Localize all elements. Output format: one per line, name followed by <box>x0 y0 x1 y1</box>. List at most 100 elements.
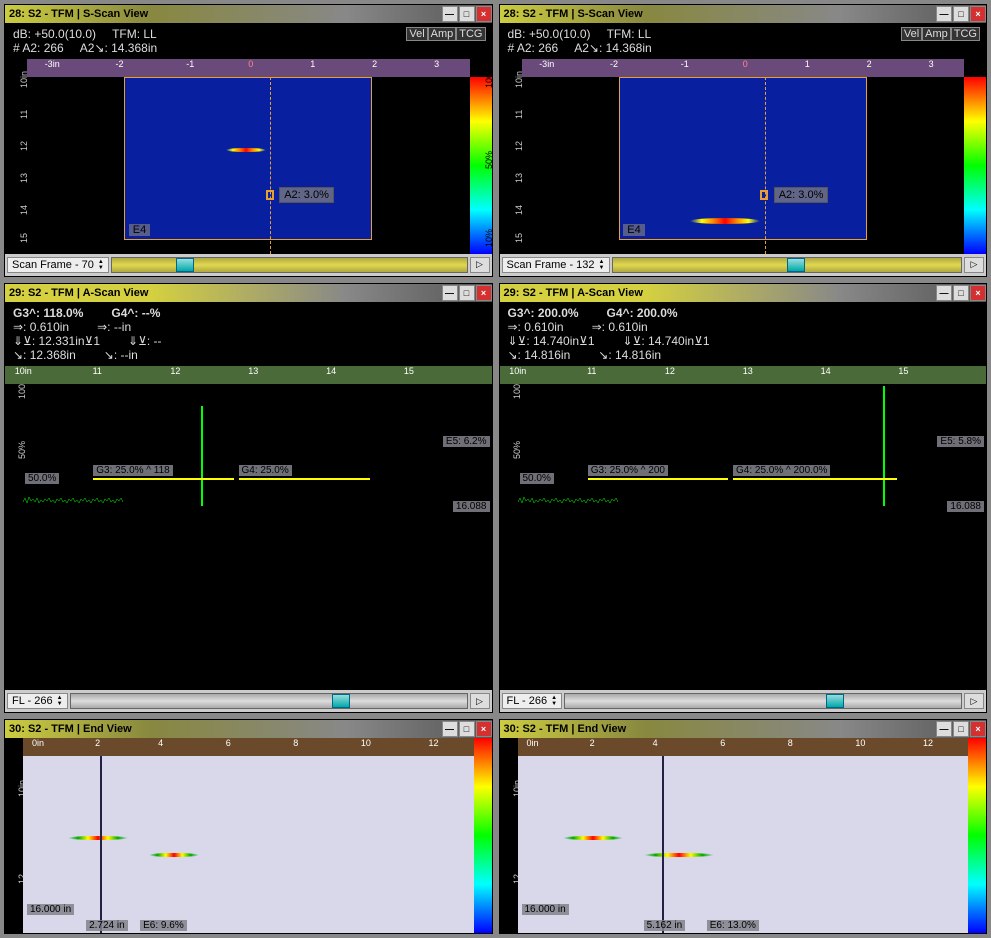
minimize-icon[interactable]: — <box>936 721 952 737</box>
g3-value: G3^: 200.0% <box>508 306 579 320</box>
end-hruler: 0in24681012 <box>23 738 474 756</box>
tcg-toggle[interactable]: TCG <box>456 27 485 41</box>
title: 28: S2 - TFM | S-Scan View <box>9 8 148 20</box>
close-icon[interactable]: × <box>476 6 492 22</box>
scan-frame-stepper[interactable]: Scan Frame - 132▲▼ <box>502 257 610 273</box>
gate-g4-line[interactable] <box>733 478 897 480</box>
sscan-plot[interactable]: A2: 3.0% E4 <box>27 77 470 254</box>
close-icon[interactable]: × <box>476 285 492 301</box>
fl-stepper[interactable]: FL - 266▲▼ <box>502 693 563 709</box>
fl-slider[interactable] <box>564 693 962 709</box>
end-vruler: 10in12 <box>500 738 518 933</box>
fl-slider-row: FL - 266▲▼ ▷ <box>500 690 987 712</box>
maximize-icon[interactable]: □ <box>953 285 969 301</box>
slider-thumb[interactable] <box>176 258 194 272</box>
g4-x: ⇒: --in <box>97 320 131 334</box>
slider-thumb[interactable] <box>826 694 844 708</box>
close-icon[interactable]: × <box>970 285 986 301</box>
g3-path: ↘: 14.816in <box>508 348 571 362</box>
g3-x: ⇒: 0.610in <box>13 320 69 334</box>
colorbar: 100%50%10% <box>470 77 492 254</box>
minimize-icon[interactable]: — <box>442 6 458 22</box>
v-ruler-left: 10in1112131415 <box>5 77 27 254</box>
end-x-label: 16.088 <box>453 501 490 512</box>
scan-frame-stepper[interactable]: Scan Frame - 70▲▼ <box>7 257 109 273</box>
end-vruler: 10in12 <box>5 738 23 933</box>
end-hruler: 0in24681012 <box>518 738 969 756</box>
minimize-icon[interactable]: — <box>936 285 952 301</box>
titlebar[interactable]: 30: S2 - TFM | End View—□× <box>500 720 987 738</box>
gate-g4-line[interactable] <box>239 478 370 480</box>
amp-toggle[interactable]: Amp <box>922 27 951 41</box>
tcg-toggle[interactable]: TCG <box>951 27 980 41</box>
g4-gate-label: G4: 25.0% ^ 200.0% <box>733 465 830 476</box>
gate-g3-line[interactable] <box>93 478 234 480</box>
maximize-icon[interactable]: □ <box>459 285 475 301</box>
end-panel-right: 30: S2 - TFM | End View—□× 10in12 0in246… <box>499 719 988 934</box>
close-icon[interactable]: × <box>970 6 986 22</box>
g4-depth: ⇓⊻: 14.740in⊻1 <box>623 334 710 348</box>
end-colorbar <box>474 738 492 933</box>
titlebar[interactable]: 29: S2 - TFM | A-Scan View—□× <box>5 284 492 302</box>
titlebar[interactable]: 29: S2 - TFM | A-Scan View—□× <box>500 284 987 302</box>
play-button[interactable]: ▷ <box>470 693 490 709</box>
maximize-icon[interactable]: □ <box>459 721 475 737</box>
maximize-icon[interactable]: □ <box>953 6 969 22</box>
vel-toggle[interactable]: Vel <box>406 27 427 41</box>
slider-thumb[interactable] <box>787 258 805 272</box>
sscan-panel-right: 28: S2 - TFM | S-Scan View—□× dB: +50.0(… <box>499 4 988 277</box>
end-colorbar <box>968 738 986 933</box>
e5-label: E5: 6.2% <box>443 436 490 447</box>
fl-slider-row: FL - 266▲▼ ▷ <box>5 690 492 712</box>
titlebar[interactable]: 28: S2 - TFM | S-Scan View —□× <box>500 5 987 23</box>
gate-g3-line[interactable] <box>588 478 729 480</box>
minimize-icon[interactable]: — <box>936 6 952 22</box>
close-icon[interactable]: × <box>476 721 492 737</box>
g3-path: ↘: 12.368in <box>13 348 76 362</box>
tfm-mode: TFM: LL <box>112 27 157 41</box>
g4-path: ↘: --in <box>104 348 138 362</box>
colorbar <box>964 77 986 254</box>
a2-num: # A2: 266 <box>13 41 64 55</box>
fl-stepper[interactable]: FL - 266▲▼ <box>7 693 68 709</box>
minimize-icon[interactable]: — <box>442 721 458 737</box>
sscan-plot[interactable]: A2: 3.0% E4 <box>522 77 965 254</box>
play-button[interactable]: ▷ <box>964 257 984 273</box>
minimize-icon[interactable]: — <box>442 285 458 301</box>
fl-slider[interactable] <box>70 693 468 709</box>
ascan-plot[interactable]: 10050% 50.0% G3: 25.0% ^ 118 G4: 25.0% E… <box>5 384 492 514</box>
g3-gate-label: G3: 25.0% ^ 118 <box>93 465 172 476</box>
ascan-plot[interactable]: 10050% 50.0% G3: 25.0% ^ 200 G4: 25.0% ^… <box>500 384 987 514</box>
g3-value: G3^: 118.0% <box>13 306 83 320</box>
maximize-icon[interactable]: □ <box>459 6 475 22</box>
corner-label: E4 <box>129 224 150 236</box>
scan-frame-slider[interactable] <box>111 257 468 273</box>
end-length: 16.000 in <box>522 904 569 915</box>
level-label: 50.0% <box>520 473 554 484</box>
amp-toggle[interactable]: Amp <box>428 27 457 41</box>
title: 28: S2 - TFM | S-Scan View <box>504 8 643 20</box>
slider-thumb[interactable] <box>332 694 350 708</box>
corner-label: E4 <box>623 224 644 236</box>
g4-path: ↘: 14.816in <box>598 348 661 362</box>
titlebar[interactable]: 30: S2 - TFM | End View—□× <box>5 720 492 738</box>
close-icon[interactable]: × <box>970 721 986 737</box>
vel-toggle[interactable]: Vel <box>901 27 922 41</box>
play-button[interactable]: ▷ <box>964 693 984 709</box>
ascan-info: G3^: 118.0%G4^: --% ⇒: 0.610in⇒: --in ⇓⊻… <box>5 302 492 366</box>
maximize-icon[interactable]: □ <box>953 721 969 737</box>
peak <box>883 386 885 506</box>
scan-frame-slider[interactable] <box>612 257 963 273</box>
end-pos: 5.162 in <box>644 920 686 931</box>
g4-value: G4^: 200.0% <box>607 306 678 320</box>
tfm-mode: TFM: LL <box>607 27 652 41</box>
titlebar[interactable]: 28: S2 - TFM | S-Scan View —□× <box>5 5 492 23</box>
end-plot[interactable]: 16.000 in 5.162 in E6: 13.0% <box>518 756 969 933</box>
peak <box>201 406 203 506</box>
end-plot[interactable]: 16.000 in 2.724 in E6: 9.6% <box>23 756 474 933</box>
ascan-panel-right: 29: S2 - TFM | A-Scan View—□× G3^: 200.0… <box>499 283 988 714</box>
end-x-label: 16.088 <box>947 501 984 512</box>
play-button[interactable]: ▷ <box>470 257 490 273</box>
e6-label: E6: 13.0% <box>707 920 759 931</box>
a2-depth: A2↘: 14.368in <box>574 41 651 55</box>
